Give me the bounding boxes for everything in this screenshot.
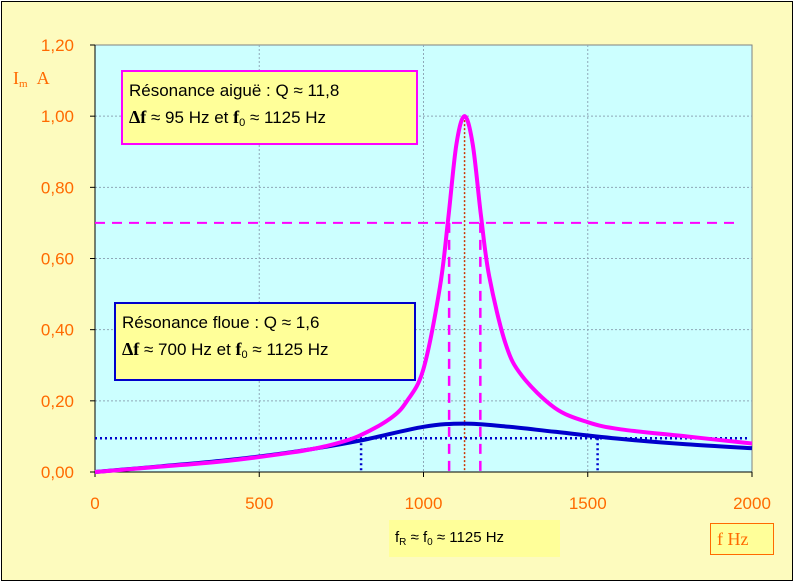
y-tick-label: 1,00 bbox=[41, 107, 74, 126]
reference-lines bbox=[95, 116, 749, 472]
y-tick-label: 0,20 bbox=[41, 392, 74, 411]
x-tick-label: 1000 bbox=[405, 494, 443, 513]
y-tick-label: 0,00 bbox=[41, 463, 74, 482]
y-axis-label: Im A bbox=[7, 63, 77, 98]
y-tick-label: 0,80 bbox=[41, 178, 74, 197]
tick-labels: 0 500 1000 1500 2000 0,00 0,20 0,40 0,60 0,80 1,00… bbox=[41, 36, 771, 513]
wide-resonance-line2: Δf ≈ 700 Hz et f0 ≈ 1125 Hz bbox=[122, 339, 329, 361]
resonance-frequency-label: fR ≈ f0 ≈ 1125 Hz bbox=[389, 520, 560, 557]
x-tick-label: 1500 bbox=[569, 494, 607, 513]
wide-resonance-annotation: Résonance floue : Q ≈ 1,6 Δf ≈ 700 Hz et… bbox=[114, 302, 416, 381]
y-tick-label: 0,60 bbox=[41, 250, 74, 269]
sharp-resonance-annotation: Résonance aiguë : Q ≈ 11,8 Δf ≈ 95 Hz et… bbox=[121, 70, 418, 145]
x-tick-label: 500 bbox=[245, 494, 273, 513]
x-tick-label: 0 bbox=[90, 494, 99, 513]
wide-resonance-line1: Résonance floue : Q ≈ 1,6 bbox=[122, 313, 320, 332]
x-tick-label: 2000 bbox=[733, 494, 771, 513]
y-tick-label: 0,40 bbox=[41, 321, 74, 340]
sharp-resonance-line2: Δf ≈ 95 Hz et f0 ≈ 1125 Hz bbox=[129, 107, 327, 129]
sharp-resonance-curve bbox=[94, 114, 753, 474]
y-tick-label: 1,20 bbox=[41, 36, 74, 55]
x-axis-label: f Hz bbox=[710, 523, 774, 555]
sharp-resonance-line1: Résonance aiguë : Q ≈ 11,8 bbox=[129, 81, 340, 100]
series-lines bbox=[94, 114, 753, 474]
